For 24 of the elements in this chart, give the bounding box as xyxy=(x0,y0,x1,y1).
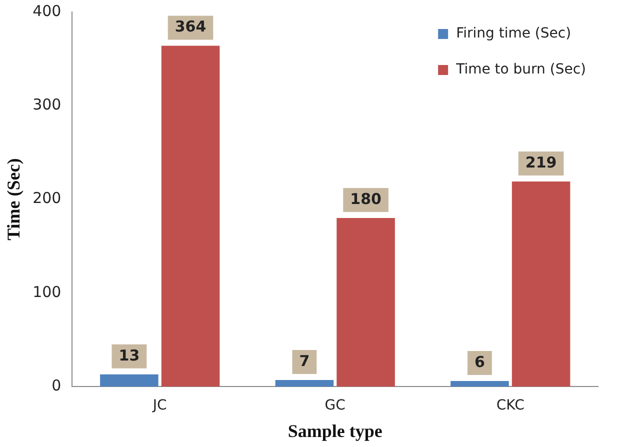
y-tick-label: 100 xyxy=(32,282,62,301)
data-label: 180 xyxy=(350,190,382,208)
data-label: 219 xyxy=(525,153,557,172)
y-tick-label: 200 xyxy=(32,189,62,208)
legend-label: Firing time (Sec) xyxy=(456,26,572,42)
data-label: 6 xyxy=(474,352,485,371)
bar xyxy=(161,46,220,387)
legend-label: Time to burn (Sec) xyxy=(455,62,586,78)
y-tick-label: 0 xyxy=(52,376,62,394)
y-axis-title: Time (Sec) xyxy=(3,158,24,240)
x-tick-label: CKC xyxy=(496,398,525,414)
x-axis-title: Sample type xyxy=(288,420,382,441)
y-tick-label: 400 xyxy=(32,2,62,20)
bar xyxy=(336,218,395,387)
data-label: 7 xyxy=(299,352,310,370)
bar xyxy=(450,380,509,387)
x-tick-label: GC xyxy=(324,398,346,414)
bar xyxy=(100,374,158,387)
data-label: 364 xyxy=(174,18,206,36)
y-tick-label: 300 xyxy=(32,96,62,114)
data-label: 13 xyxy=(118,346,140,364)
bar xyxy=(512,182,570,387)
x-tick-label: JC xyxy=(152,398,168,414)
bar xyxy=(275,380,334,387)
